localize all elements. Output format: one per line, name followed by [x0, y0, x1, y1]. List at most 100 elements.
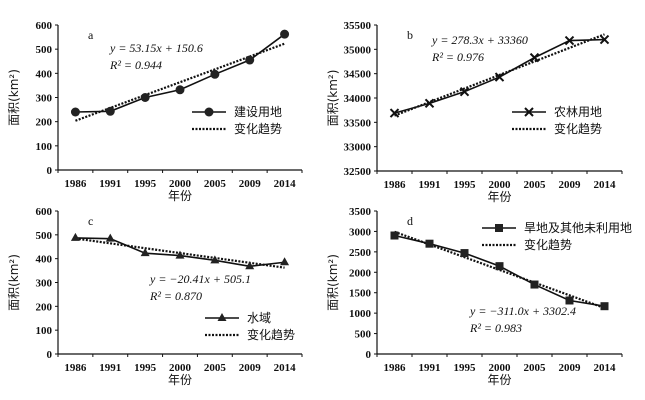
- x-tick-label: 2009: [239, 362, 262, 374]
- data-point: [524, 107, 534, 117]
- x-tick-label: 2009: [559, 179, 582, 191]
- x-tick-label: 1991: [419, 362, 441, 374]
- data-point: [105, 233, 115, 242]
- data-point: [175, 250, 185, 259]
- y-tick-label: 400: [36, 68, 53, 80]
- panel-label: c: [88, 214, 93, 228]
- panel-label: d: [407, 214, 413, 228]
- x-axis-label: 年份: [487, 190, 511, 204]
- data-point: [105, 106, 115, 116]
- x-tick-label: 1986: [64, 178, 87, 190]
- data-point: [424, 98, 435, 109]
- data-point: [530, 280, 539, 289]
- data-point: [564, 35, 575, 46]
- trend-equation: y = 278.3x + 33360: [431, 33, 528, 47]
- x-tick-label: 1995: [454, 179, 477, 191]
- x-tick-label: 1995: [134, 362, 157, 374]
- panel-c: 0 100 200 300 400 500 600 1986 1991 1995 2000 2005 2…: [7, 206, 303, 387]
- x-tick-label: 2014: [274, 362, 297, 374]
- x-tick-label: 2009: [559, 362, 582, 374]
- data-point: [460, 249, 469, 258]
- data-point: [600, 302, 609, 311]
- x-tick-label: 1986: [384, 179, 407, 191]
- data-point: [175, 85, 185, 95]
- x-tick-label: 2009: [239, 178, 262, 190]
- data-point: [599, 34, 610, 45]
- panel-a: 0 100 200 300 400 500 600 1986 1991 1995 2000 2005 2…: [7, 20, 303, 203]
- y-tick-label: 2500: [349, 247, 372, 259]
- y-tick-label: 3000: [349, 226, 372, 238]
- x-tick-label: 2000: [489, 362, 512, 374]
- data-point: [217, 313, 227, 321]
- trend-equation: y = 53.15x + 150.6: [109, 41, 203, 55]
- legend-trend-label: 变化趋势: [524, 237, 572, 252]
- panel-label: a: [88, 28, 94, 42]
- y-tick-label: 1500: [349, 288, 372, 300]
- panel-d: 0 500 1000 1500 2000 2500 3000 3500 1986 1991 1995…: [326, 206, 632, 387]
- y-tick-label: 0: [47, 349, 53, 361]
- y-tick-label: 32500: [344, 166, 372, 178]
- legend-series-label: 建设用地: [234, 105, 282, 119]
- panel-b: 32500 33000 33500 34000 34500 35000 35500 1986 1…: [326, 20, 623, 204]
- y-axis-label: 面积(km²): [326, 254, 340, 311]
- y-tick-label: 500: [36, 44, 53, 56]
- y-tick-label: 33500: [344, 117, 372, 129]
- y-tick-label: 34500: [344, 69, 372, 81]
- legend-trend-label: 变化趋势: [234, 121, 282, 136]
- y-tick-label: 200: [36, 117, 53, 129]
- y-tick-label: 300: [36, 93, 53, 105]
- y-tick-label: 34000: [344, 93, 372, 105]
- y-tick-label: 400: [36, 254, 53, 266]
- x-tick-label: 1991: [419, 179, 441, 191]
- x-tick-label: 2005: [524, 362, 547, 374]
- x-tick-label: 1991: [99, 178, 121, 190]
- y-tick-label: 100: [36, 325, 53, 337]
- x-tick-label: 2000: [489, 179, 512, 191]
- x-tick-label: 2005: [524, 179, 547, 191]
- x-tick-label: 1995: [454, 362, 477, 374]
- trend-equation: y = −311.0x + 3302.4: [469, 304, 576, 318]
- x-tick-label: 2000: [169, 362, 192, 374]
- x-tick-label: 1986: [64, 362, 87, 374]
- trend-r2: R² = 0.944: [109, 58, 162, 72]
- legend-series-label: 农林用地: [554, 105, 602, 119]
- trend-line: [394, 230, 605, 310]
- trend-equation: y = −20.41x + 505.1: [149, 272, 251, 286]
- y-tick-label: 1000: [349, 308, 372, 320]
- data-point: [140, 248, 150, 257]
- data-point: [280, 29, 290, 39]
- y-tick-label: 2000: [349, 267, 372, 279]
- x-axis-label: 年份: [168, 189, 192, 203]
- x-tick-label: 2014: [594, 179, 617, 191]
- legend-trend-label: 变化趋势: [554, 121, 602, 136]
- data-point: [245, 261, 255, 270]
- data-point: [389, 108, 400, 118]
- data-point: [70, 232, 80, 241]
- y-axis-label: 面积(km²): [7, 254, 21, 311]
- y-axis-label: 面积(km²): [326, 70, 340, 127]
- y-tick-label: 600: [36, 206, 53, 218]
- trend-line: [394, 33, 605, 117]
- y-tick-label: 100: [36, 141, 53, 153]
- legend-series-label: 旱地及其他未利用地: [524, 221, 632, 235]
- data-point: [565, 296, 574, 305]
- y-tick-label: 0: [366, 349, 372, 361]
- trend-r2: R² = 0.976: [431, 50, 484, 64]
- y-tick-label: 33000: [344, 142, 372, 154]
- x-tick-label: 2014: [274, 178, 297, 190]
- data-point: [210, 255, 220, 264]
- data-point: [245, 55, 255, 65]
- y-tick-label: 500: [36, 230, 53, 242]
- x-tick-label: 2000: [169, 178, 192, 190]
- data-point: [495, 224, 503, 232]
- y-tick-label: 35000: [344, 44, 372, 56]
- data-point: [494, 72, 505, 82]
- legend-trend-label: 变化趋势: [247, 327, 295, 342]
- y-tick-label: 500: [355, 329, 372, 341]
- panel-label: b: [407, 28, 413, 42]
- data-point: [140, 93, 150, 102]
- data-point: [495, 262, 504, 271]
